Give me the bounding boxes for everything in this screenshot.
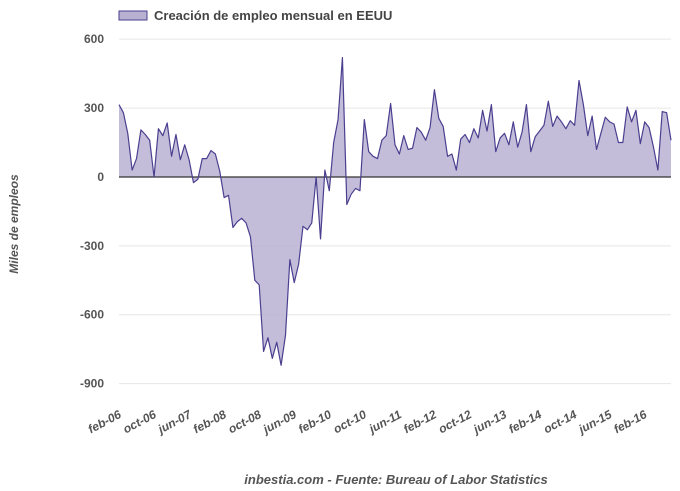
x-tick-label: jun-13 xyxy=(469,407,509,437)
y-tick-label: 600 xyxy=(84,32,104,46)
x-tick-label: feb-12 xyxy=(401,407,439,436)
x-tick-label: oct-10 xyxy=(331,407,369,436)
series-line xyxy=(118,56,672,366)
x-tick-label: oct-06 xyxy=(121,407,159,436)
gridlines xyxy=(119,38,671,385)
legend-swatch xyxy=(118,10,148,21)
legend-label: Creación de empleo mensual en EEUU xyxy=(154,8,392,23)
y-tick-label: 300 xyxy=(84,101,104,115)
area-fill xyxy=(119,57,671,366)
x-tick-label: feb-08 xyxy=(191,407,229,436)
y-axis: 600 300 0 -300 -600 -900 xyxy=(80,32,104,390)
x-tick-label: feb-14 xyxy=(506,407,544,436)
y-axis-label: Miles de empleos xyxy=(7,174,21,274)
x-tick-label: jun-11 xyxy=(365,407,404,437)
y-tick-label: -600 xyxy=(80,308,104,322)
x-tick-label: jun-09 xyxy=(259,407,299,437)
y-tick-label: -300 xyxy=(80,239,104,253)
y-tick-label: 0 xyxy=(97,170,104,184)
x-tick-label: feb-10 xyxy=(296,407,334,436)
source-note: inbestia.com - Fuente: Bureau of Labor S… xyxy=(244,472,547,487)
x-tick-label: oct-08 xyxy=(226,407,264,436)
x-tick-label: oct-14 xyxy=(541,407,579,436)
x-axis: feb-06oct-06jun-07feb-08oct-08jun-09feb-… xyxy=(86,407,650,438)
x-tick-label: feb-06 xyxy=(86,407,124,436)
x-tick-label: jun-15 xyxy=(575,407,615,437)
legend[interactable]: Creación de empleo mensual en EEUU xyxy=(118,8,392,23)
y-tick-label: -900 xyxy=(80,377,104,391)
x-tick-label: oct-12 xyxy=(436,407,474,436)
x-tick-label: jun-07 xyxy=(154,407,195,438)
x-tick-label: feb-16 xyxy=(611,407,649,436)
